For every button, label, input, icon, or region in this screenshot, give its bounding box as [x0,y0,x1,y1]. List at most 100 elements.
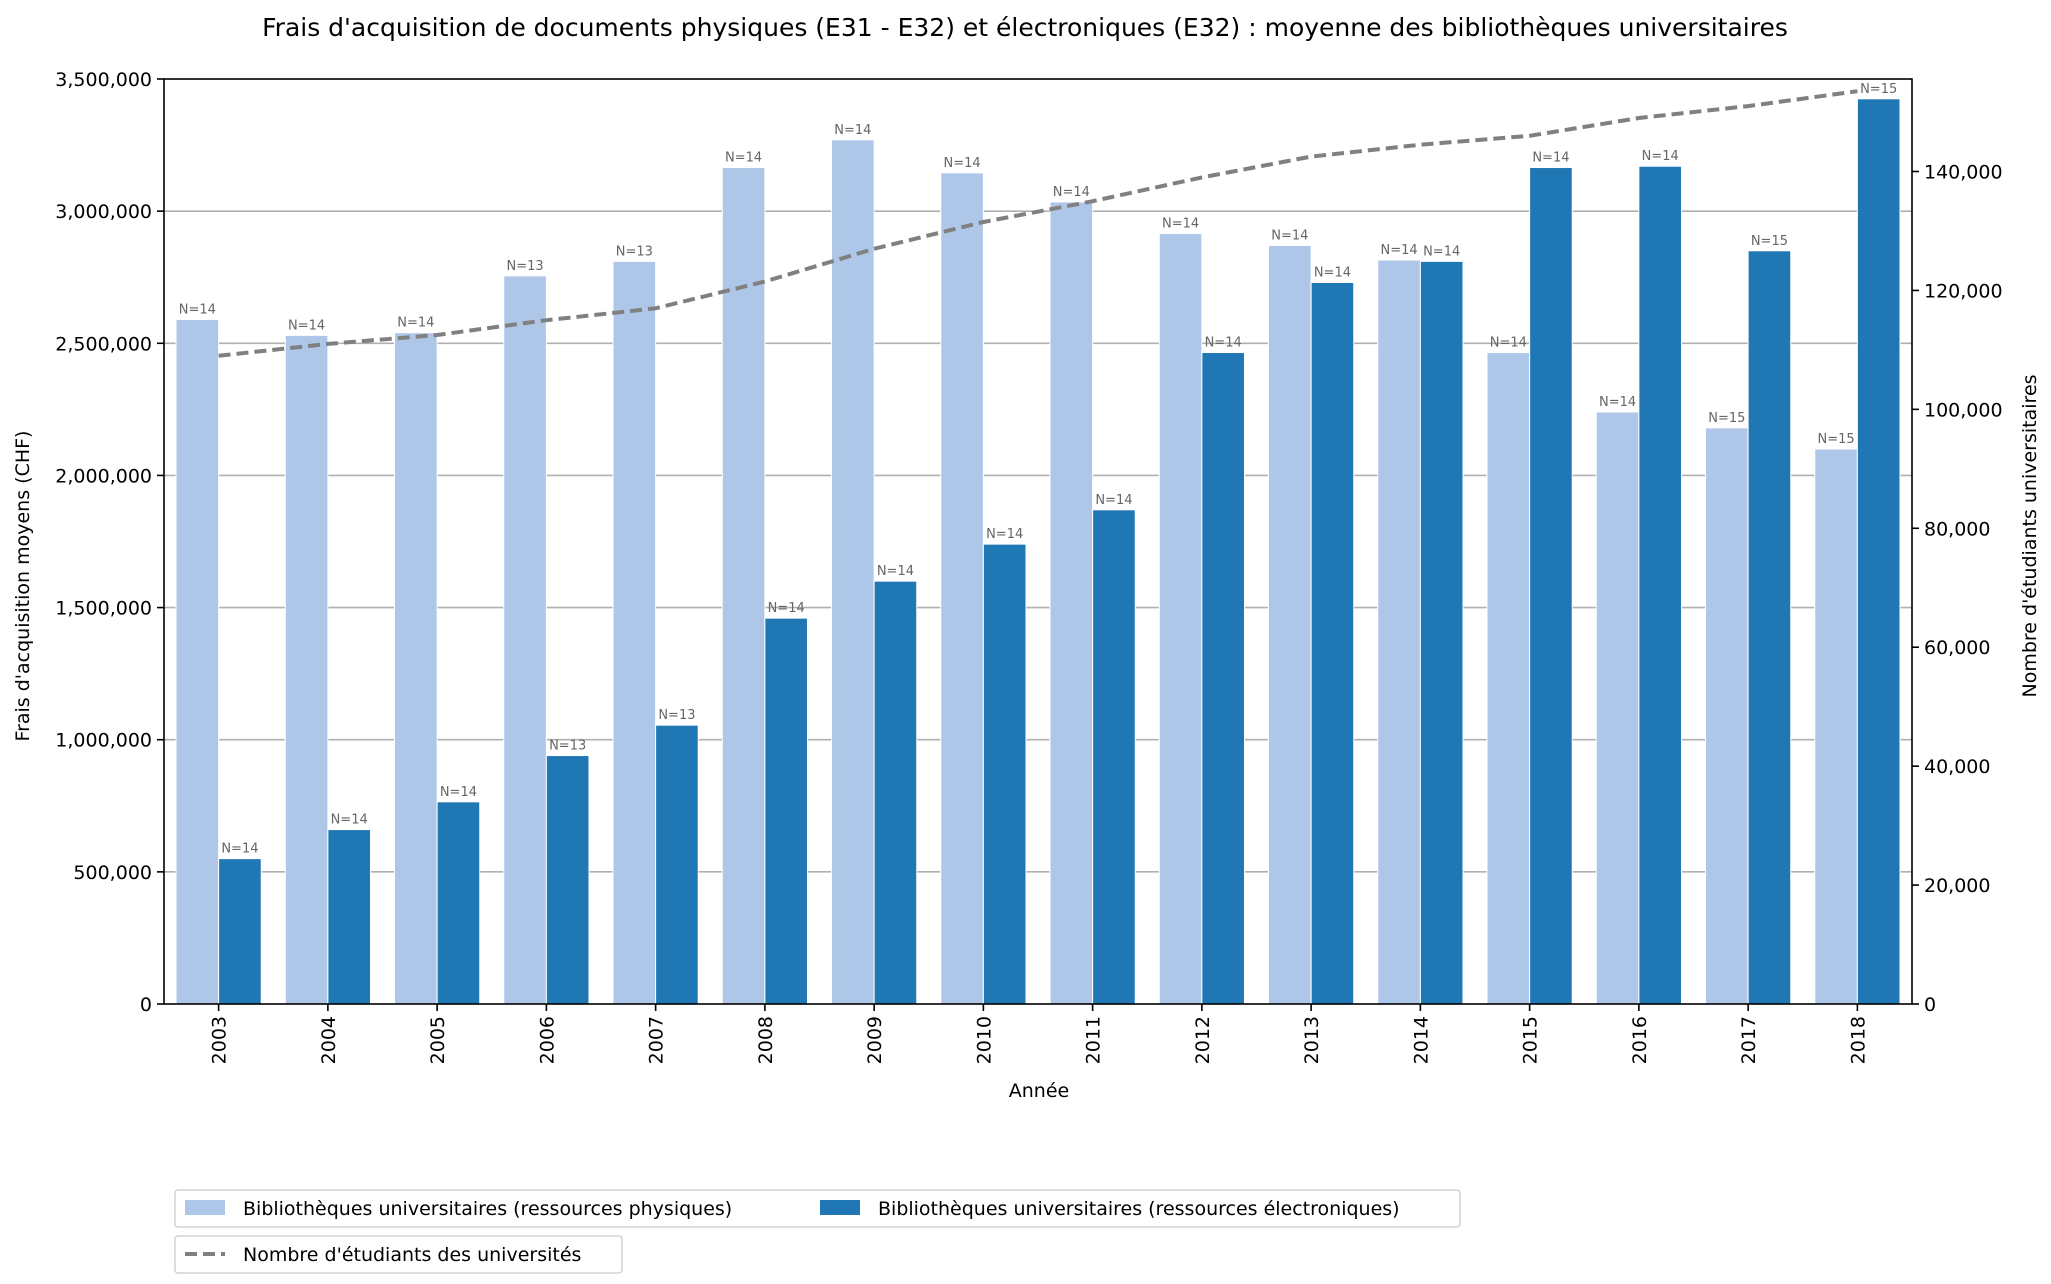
y-tick-label: 2,500,000 [55,333,152,355]
bar-physical [1705,427,1749,1005]
y2-tick-label: 100,000 [1924,399,2003,421]
bar-electronic [655,724,699,1005]
bar-physical [1049,201,1094,1005]
legend-label-physical: Bibliothèques universitaires (ressources… [243,1198,732,1220]
y2-axis-label: Nombre d'étudiants universitaires [2019,374,2041,697]
bars [175,98,1901,1005]
student-line-path [218,89,1858,358]
legend-swatch-physical [185,1200,225,1215]
bar-count-label: N=15 [1751,234,1788,249]
bar-count-label: N=14 [1532,151,1569,166]
bar-count-label: N=14 [1423,244,1460,259]
bar-electronic [1856,98,1901,1005]
bar-electronic [1747,250,1792,1005]
x-tick-label: 2007 [646,1016,668,1064]
bar-count-label: N=14 [943,156,980,171]
bar-count-label: N=13 [506,259,543,274]
legend-label-students: Nombre d'étudiants des universités [243,1244,581,1266]
bar-count-label: N=14 [986,527,1023,542]
bar-physical [831,139,875,1005]
bar-count-label: N=13 [616,244,653,259]
y-tick-label: 1,500,000 [55,598,152,620]
x-axis: 2003 2004 2005 2006 2007 2008 2009 2010 2011 2012… [209,1004,1869,1064]
bar-physical [1268,245,1312,1005]
y-axis-right: 0 20,000 40,000 60,000 80,000 100,000 120,000 1… [1912,161,2003,1016]
bar-count-label: N=14 [1053,185,1090,200]
plot-frame [163,78,1913,1005]
x-tick-label: 2013 [1301,1016,1323,1064]
bar-electronic [1201,352,1245,1005]
chart-title: Frais d'acquisition de documents physiqu… [262,13,1788,42]
bar-physical [1158,233,1203,1005]
bar-count-label: N=15 [1860,82,1897,97]
y2-tick-label: 60,000 [1924,637,1990,659]
bar-count-label: N=14 [397,316,434,331]
x-tick-label: 2015 [1520,1016,1542,1064]
bar-physical [721,167,766,1005]
bar-count-label: N=14 [221,842,258,857]
legend-box-line [174,1235,623,1274]
x-tick-label: 2016 [1629,1016,1651,1064]
bar-count-label: N=13 [549,739,586,754]
x-tick-label: 2006 [536,1016,558,1064]
bar-physical [503,275,547,1005]
bar-physical [1814,448,1858,1005]
x-tick-label: 2011 [1083,1016,1105,1064]
y-tick-label: 500,000 [73,862,152,884]
bar-physical [175,319,220,1005]
bar-electronic [436,801,481,1005]
x-tick-label: 2017 [1738,1016,1760,1064]
y-tick-label: 3,000,000 [55,201,152,223]
bar-count-label: N=14 [288,318,325,333]
y-tick-label: 3,500,000 [55,69,152,91]
bar-count-label: N=14 [725,151,762,166]
bar-physical [284,334,329,1005]
bar-electronic [1092,509,1136,1005]
bar-count-labels: N=14 N=14 N=14 N=13 N=13 N=14 N=14 N=14 N=14 N=14… [179,82,1898,857]
bar-count-label: N=14 [440,785,477,800]
bar-count-label: N=14 [1095,493,1132,508]
x-tick-label: 2014 [1410,1016,1432,1064]
x-tick-label: 2004 [318,1016,340,1064]
legend: Bibliothèques universitaires (ressources… [174,1189,1461,1274]
bar-count-label: N=14 [834,123,871,138]
bar-count-label: N=14 [768,601,805,616]
y2-tick-label: 140,000 [1924,161,2003,183]
x-tick-label: 2008 [755,1016,777,1064]
student-line [218,89,1858,358]
bar-count-label: N=14 [1490,336,1527,351]
bar-physical [1377,259,1421,1005]
y2-tick-label: 20,000 [1924,875,1990,897]
y-axis-label: Frais d'acquisition moyens (CHF) [12,431,34,742]
bar-count-label: N=14 [1314,266,1351,281]
x-tick-label: 2009 [864,1016,886,1064]
bar-electronic [873,580,918,1005]
y2-tick-label: 120,000 [1924,280,2003,302]
y-axis-left: 0 500,000 1,000,000 1,500,000 2,000,000 2,500… [55,69,164,1016]
bar-count-label: N=15 [1708,411,1745,426]
x-axis-label: Année [1009,1080,1069,1102]
x-tick-label: 2012 [1192,1016,1214,1064]
bar-electronic [982,543,1027,1005]
bar-electronic [764,617,808,1005]
x-tick-label: 2010 [973,1016,995,1064]
bar-electronic [1419,260,1464,1005]
bar-count-label: N=14 [1271,229,1308,244]
bar-physical [394,332,438,1005]
y2-tick-label: 0 [1924,994,1936,1016]
y-tick-label: 0 [140,994,152,1016]
y-tick-label: 2,000,000 [55,465,152,487]
bar-physical [612,260,657,1005]
y2-tick-label: 40,000 [1924,756,1990,778]
bar-count-label: N=14 [331,813,368,828]
bar-count-label: N=13 [658,708,695,723]
bar-count-label: N=14 [179,303,216,318]
bar-count-label: N=14 [1162,217,1199,232]
bar-count-label: N=14 [1205,336,1242,351]
y2-tick-label: 80,000 [1924,518,1990,540]
bar-electronic [1310,282,1355,1005]
y-tick-label: 1,000,000 [55,730,152,752]
legend-label-electronic: Bibliothèques universitaires (ressources… [878,1198,1400,1220]
bar-count-label: N=14 [1642,149,1679,164]
bar-count-label: N=14 [877,564,914,579]
